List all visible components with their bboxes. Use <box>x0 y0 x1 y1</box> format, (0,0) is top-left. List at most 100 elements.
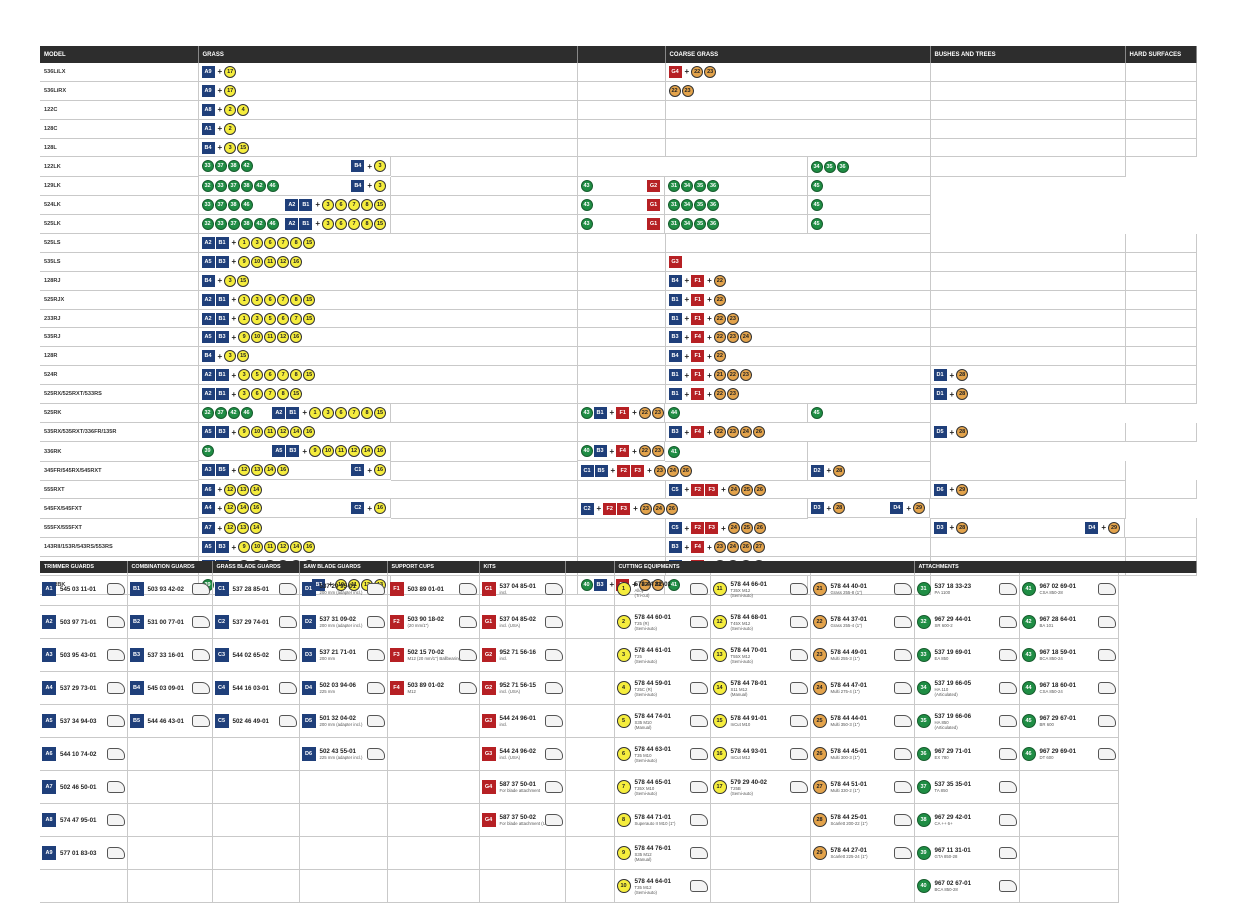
part-code-badge: 36 <box>707 180 719 192</box>
part-code-badge: B1 <box>299 218 312 230</box>
part-code-badge: 23 <box>727 388 739 400</box>
part-code-badge: 15 <box>237 350 249 362</box>
bushes-and-trees-cell <box>930 271 1125 290</box>
part-code-badge: 16 <box>290 331 302 343</box>
part-description: TA 850 <box>935 788 971 793</box>
part-code-badge: 8 <box>361 199 373 211</box>
part-combination: 41 <box>668 446 804 458</box>
part-illustration-icon <box>545 682 563 694</box>
part-code-badge: D1 <box>934 369 947 381</box>
part-description: InCut M12 <box>731 755 767 760</box>
part-code-badge: 8 <box>290 294 302 306</box>
part-illustration-icon <box>999 715 1017 727</box>
part-illustration-icon <box>107 583 125 595</box>
model-name: 555FX/555FXT <box>40 518 198 537</box>
part-code-badge: 40 <box>917 879 931 893</box>
part-code-badge: 2 <box>224 104 236 116</box>
part-code-badge: 1 <box>309 407 321 419</box>
plus-sign: + <box>827 504 832 513</box>
part-code-badge: 7 <box>348 199 360 211</box>
part-code-badge: G3 <box>669 256 682 268</box>
part-code-badge: 10 <box>251 541 263 553</box>
part-code-badge: 27 <box>753 541 765 553</box>
part-cell <box>565 639 614 672</box>
part-type-note: (Semi-auto) <box>635 890 671 895</box>
part-info: 502 46 49-01 <box>233 718 269 725</box>
plus-sign: + <box>232 238 237 247</box>
part-code-badge: 3 <box>374 180 386 192</box>
part-code-badge: 46 <box>241 199 253 211</box>
part-combination: 43 <box>581 199 594 211</box>
part-info: 503 93 42-02 <box>148 586 184 593</box>
plus-sign: + <box>647 466 652 475</box>
spacer-cell <box>391 499 577 518</box>
plus-sign: + <box>950 485 955 494</box>
model-name: 525LK <box>40 215 198 234</box>
spacer-cell <box>391 215 577 234</box>
spacer-cell <box>577 138 665 157</box>
hard-surfaces-cell <box>1125 328 1196 347</box>
part-number: 578 44 27-01 <box>831 847 868 854</box>
part-cell <box>127 837 212 870</box>
part-description: For blade attachment <box>500 788 541 793</box>
part-code-badge: 6 <box>264 369 276 381</box>
part-illustration-icon <box>690 649 708 661</box>
part-code-badge: A5 <box>202 541 215 553</box>
part-number: 503 97 71-01 <box>60 619 96 626</box>
part-combination: G3 <box>669 256 927 268</box>
part-code-badge: F1 <box>691 350 704 362</box>
part-code-badge: A2 <box>202 237 215 249</box>
part-code-badge: B1 <box>216 388 229 400</box>
plus-sign: + <box>232 314 237 323</box>
part-code-badge: 42 <box>228 407 240 419</box>
part-code-badge: 28 <box>813 813 827 827</box>
plus-sign: + <box>302 408 307 417</box>
part-code-badge: A7 <box>202 522 215 534</box>
part-code-badge: B5 <box>595 465 608 477</box>
part-code-badge: 7 <box>348 218 360 230</box>
grass-cell: A9+17 <box>198 63 577 81</box>
part-code-badge: F3 <box>390 648 404 662</box>
part-code-badge: 3 <box>238 388 250 400</box>
part-illustration-icon <box>690 616 708 628</box>
part-code-badge: 35 <box>917 714 931 728</box>
model-name: 525RX/525RXT/533RS <box>40 385 198 404</box>
part-code-badge: 8 <box>290 369 302 381</box>
bushes-and-trees-cell <box>930 328 1125 347</box>
hard-surfaces-cell: 45 <box>807 215 930 234</box>
part-illustration-icon <box>999 880 1017 892</box>
part-code-badge: A2 <box>202 313 215 325</box>
part-type-note: (Tri-cut) <box>635 593 671 598</box>
plus-sign: + <box>721 524 726 533</box>
part-code-badge: 15 <box>713 714 727 728</box>
part-illustration-icon <box>367 616 385 628</box>
plus-sign: + <box>632 408 637 417</box>
part-code-badge: 3 <box>322 218 334 230</box>
part-cell <box>1019 837 1118 870</box>
plus-sign: + <box>218 143 223 152</box>
bushes-and-trees-cell <box>930 252 1125 271</box>
part-code-badge: 42 <box>1022 615 1036 629</box>
part-number: 531 00 77-01 <box>148 619 184 626</box>
part-combination: B4+F1+22 <box>669 275 927 287</box>
